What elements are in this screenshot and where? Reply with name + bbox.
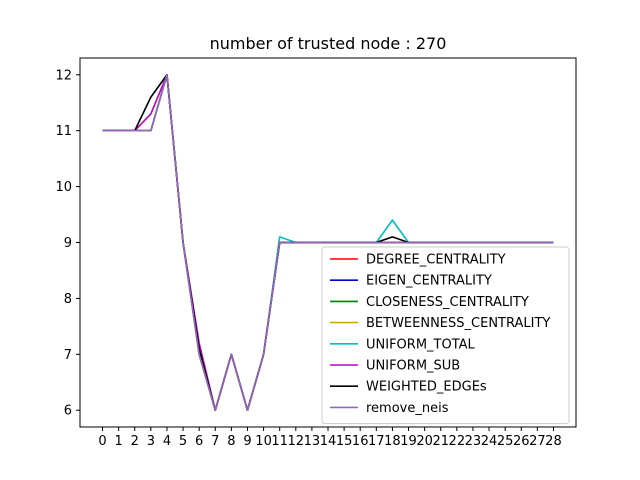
x-tick-label: 4 xyxy=(163,434,171,449)
legend: DEGREE_CENTRALITY EIGEN_CENTRALITY CLOSENE… xyxy=(321,246,570,425)
x-tick-label: 18 xyxy=(384,434,401,449)
series-line-remove-neis xyxy=(102,73,554,412)
x-tick-label: 2 xyxy=(131,434,139,449)
x-tick-label: 3 xyxy=(147,434,155,449)
x-axis: 0 1 2 3 4 5 6 7 8 9 10 11 12 13 14 15 16 17 18 19 20 21 22 23 24… xyxy=(98,427,562,449)
x-tick-label: 21 xyxy=(432,434,449,449)
x-tick-label: 27 xyxy=(529,434,546,449)
x-tick-label: 1 xyxy=(115,434,123,449)
x-tick-label: 22 xyxy=(449,434,466,449)
x-tick-label: 6 xyxy=(195,434,203,449)
x-tick-label: 24 xyxy=(481,434,498,449)
legend-label: EIGEN_CENTRALITY xyxy=(366,274,492,289)
legend-label: DEGREE_CENTRALITY xyxy=(366,253,506,268)
x-tick-label: 20 xyxy=(416,434,433,449)
x-tick-label: 10 xyxy=(255,434,272,449)
legend-label: remove_neis xyxy=(366,401,449,416)
x-tick-label: 26 xyxy=(513,434,530,449)
x-tick-label: 9 xyxy=(243,434,251,449)
x-tick-label: 15 xyxy=(336,434,353,449)
x-tick-label: 23 xyxy=(465,434,482,449)
x-tick-label: 7 xyxy=(211,434,219,449)
legend-label: WEIGHTED_EDGEs xyxy=(366,380,487,395)
legend-box xyxy=(321,246,570,425)
legend-label: UNIFORM_SUB xyxy=(366,359,460,374)
x-tick-label: 11 xyxy=(271,434,288,449)
y-tick-label: 9 xyxy=(64,236,72,251)
x-tick-label: 13 xyxy=(304,434,321,449)
legend-label: BETWEENNESS_CENTRALITY xyxy=(366,316,550,331)
x-tick-label: 12 xyxy=(288,434,305,449)
y-axis: 6 7 8 9 10 11 12 xyxy=(55,68,80,419)
y-tick-label: 7 xyxy=(64,348,72,363)
y-tick-label: 6 xyxy=(64,404,72,419)
x-tick-label: 28 xyxy=(545,434,562,449)
series-lines xyxy=(102,73,554,412)
x-tick-label: 8 xyxy=(227,434,235,449)
x-tick-label: 0 xyxy=(98,434,106,449)
y-tick-label: 10 xyxy=(55,180,72,195)
x-tick-label: 14 xyxy=(320,434,337,449)
chart-title: number of trusted node : 270 xyxy=(210,34,447,53)
x-tick-label: 5 xyxy=(179,434,187,449)
x-tick-label: 19 xyxy=(400,434,417,449)
x-tick-label: 25 xyxy=(497,434,514,449)
y-tick-label: 11 xyxy=(55,124,72,139)
x-tick-label: 16 xyxy=(352,434,369,449)
legend-label: CLOSENESS_CENTRALITY xyxy=(366,295,529,310)
y-tick-label: 8 xyxy=(64,292,72,307)
x-tick-label: 17 xyxy=(368,434,385,449)
y-tick-label: 12 xyxy=(55,68,72,83)
legend-label: UNIFORM_TOTAL xyxy=(366,337,476,352)
